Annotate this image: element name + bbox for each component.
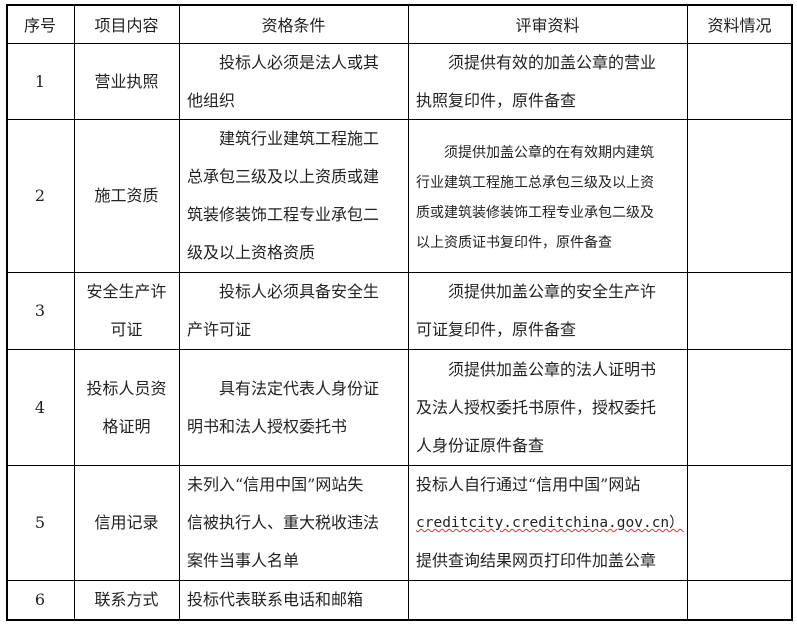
criteria-cell: 建筑行业建筑工程施工总承包三级及以上资质或建 筑装修装饰工程专业承包二 级及以上资格… [187, 120, 407, 272]
text-line: 质或建筑装修装饰工程专业承包二级及 [416, 205, 654, 221]
item-name: 信用记录 [94, 513, 159, 532]
column-divider [74, 4, 75, 620]
row-number: 3 [34, 301, 46, 320]
criteria-cell: 投标人必须是法人或其他组织 [187, 44, 407, 119]
column-divider [408, 4, 409, 620]
text-line: 安全生产许 [86, 282, 167, 301]
text-line: 可证复印件，原件备查 [416, 320, 577, 339]
table-border [6, 4, 8, 620]
text-line: 总承包三级及以上资质或建 [187, 167, 380, 186]
column-divider [179, 4, 180, 620]
text-line: 筑装修装饰工程专业承包二 [187, 205, 380, 224]
materials-cell: 须提供有效的加盖公章的营业执照复印件，原件备查 [416, 44, 686, 119]
text-line: 投标人员资 [86, 378, 167, 398]
row-divider [6, 272, 793, 273]
header-item: 项目内容 [94, 16, 159, 35]
materials-cell: 须提供加盖公章的在有效期内建筑行业建筑工程施工总承包三级及以上资 质或建筑装修装饰… [416, 120, 686, 272]
text-line: 人身份证原件备查 [416, 435, 545, 455]
text-line: 建筑行业建筑工程施工 [219, 129, 380, 148]
column-divider [687, 4, 688, 620]
text-line: 以上资质证书复印件，原件备查 [416, 235, 612, 251]
table-border [791, 4, 793, 620]
text-line: 可证 [110, 320, 143, 339]
url-text: creditcity.creditchina.gov.cn） [416, 515, 684, 531]
text-line: 级及以上资格资质 [187, 243, 316, 262]
status-cell[interactable] [688, 44, 791, 119]
text-line: 须提供有效的加盖公章的营业 [448, 52, 657, 72]
text-line: 投标代表联系电话和邮箱 [187, 590, 364, 609]
row-number: 4 [34, 397, 46, 417]
text-line: 未列入“信用中国”网站失 [187, 475, 364, 494]
row-divider [6, 43, 793, 44]
status-cell[interactable] [688, 466, 791, 580]
text-line: 及法人授权委托书原件，授权委托 [416, 397, 657, 417]
status-cell[interactable] [688, 273, 791, 349]
row-divider [6, 349, 793, 350]
status-cell[interactable] [688, 581, 791, 619]
materials-cell: 投标人自行通过“信用中国”网站 creditcity.creditchina.go… [416, 466, 686, 580]
item-name: 联系方式 [94, 590, 159, 609]
header-no: 序号 [23, 16, 56, 35]
text-line: 须提供加盖公章的在有效期内建筑 [444, 145, 654, 161]
text-line: 执照复印件，原件备查 [416, 90, 577, 110]
text-line: 投标人必须是法人或其 [219, 52, 380, 72]
status-cell[interactable] [688, 120, 791, 272]
item-name: 营业执照 [94, 71, 159, 91]
table-border [6, 619, 793, 621]
text-line: 他组织 [187, 90, 236, 110]
text-line: 须提供加盖公章的安全生产许 [448, 282, 657, 301]
text-line: 明书和法人授权委托书 [187, 416, 348, 436]
text-line: 行业建筑工程施工总承包三级及以上资 [416, 175, 654, 191]
text-line: 信被执行人、重大税收违法 [187, 513, 380, 532]
materials-cell: 须提供加盖公章的法人证明书及法人授权委托书原件，授权委托 人身份证原件备查 [416, 350, 686, 465]
criteria-cell: 未列入“信用中国”网站失 信被执行人、重大税收违法 案件当事人名单 [187, 466, 407, 580]
row-number: 2 [34, 186, 46, 205]
criteria-cell: 具有法定代表人身份证明书和法人授权委托书 [187, 350, 407, 465]
status-cell[interactable] [688, 350, 791, 465]
materials-cell: 须提供加盖公章的安全生产许可证复印件，原件备查 [416, 273, 686, 349]
text-line: 案件当事人名单 [187, 551, 300, 570]
text-line: 须提供加盖公章的法人证明书 [448, 359, 657, 379]
criteria-cell: 投标代表联系电话和邮箱 [187, 581, 407, 619]
header-status: 资料情况 [707, 16, 772, 35]
row-number: 6 [34, 590, 46, 609]
header-materials: 评审资料 [515, 16, 580, 35]
table-border [6, 4, 793, 6]
header-criteria: 资格条件 [261, 16, 326, 35]
criteria-cell: 投标人必须具备安全生产许可证 [187, 273, 407, 349]
row-number: 5 [34, 513, 46, 532]
item-name: 施工资质 [94, 186, 159, 205]
materials-cell[interactable] [416, 581, 686, 619]
item-name: 安全生产许 可证 [74, 273, 179, 349]
row-divider [6, 580, 793, 581]
row-number: 1 [34, 71, 46, 91]
text-line: 投标人必须具备安全生 [219, 282, 380, 301]
text-line: 投标人自行通过“信用中国”网站 [416, 475, 641, 494]
text-line: 产许可证 [187, 320, 252, 339]
row-divider [6, 119, 793, 120]
text-line: 具有法定代表人身份证 [219, 378, 380, 398]
text-line: 提供查询结果网页打印件加盖公章 [416, 551, 657, 570]
row-divider [6, 465, 793, 466]
item-name: 投标人员资 格证明 [74, 350, 179, 465]
text-line: 格证明 [102, 416, 151, 436]
